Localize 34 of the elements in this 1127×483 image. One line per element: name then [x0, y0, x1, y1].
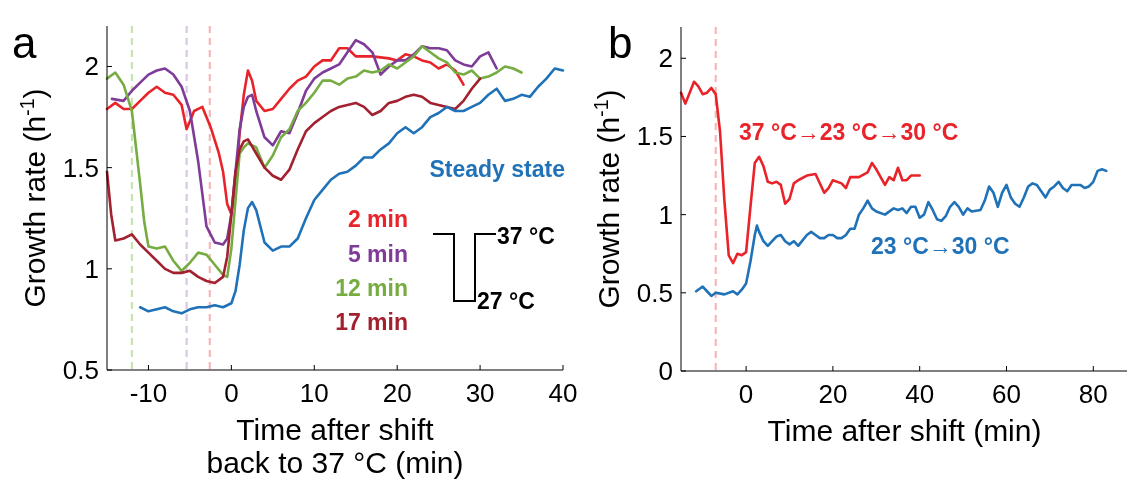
chart-title: a	[12, 18, 37, 67]
text: 17 min	[335, 309, 408, 335]
x-tick-label: 0	[738, 379, 754, 409]
y-tick-label: 2	[658, 43, 673, 74]
y-tick-label: 2	[84, 51, 99, 82]
y-tick-label: 1.5	[62, 152, 99, 183]
x-tick-label: -10	[129, 378, 168, 408]
y-tick-label: 0	[658, 356, 673, 386]
series-label: 37 °C→23 °C→30 °C	[739, 119, 959, 145]
y-tick-label: 1.5	[636, 121, 673, 152]
x-axis-title: Time after shift back to 37 °C (min)	[206, 413, 464, 479]
x-tick-label: 20	[818, 379, 848, 409]
text: 5 min	[347, 241, 408, 267]
annotation: 27 °C	[477, 288, 535, 314]
text: 2 min	[347, 206, 408, 232]
annotation: 37 °C	[497, 223, 555, 249]
y-tick-label: 1	[658, 199, 673, 230]
x-tick-label: 40	[548, 378, 578, 408]
series-label: 23 °C→30 °C	[871, 233, 1010, 259]
x-axis-title: Time after shift (min)	[767, 414, 1042, 447]
x-tick-label: 40	[905, 379, 935, 409]
series-label: Steady state	[429, 156, 565, 182]
y-tick-label: 1	[84, 253, 99, 284]
chart-title: b	[608, 18, 633, 67]
x-tick-label: 20	[382, 378, 412, 408]
y-tick-label: 0.5	[62, 355, 99, 385]
line-series	[694, 167, 1108, 298]
text: 12 min	[335, 275, 408, 301]
x-tick-label: 60	[992, 379, 1021, 409]
y-tick-label: 0.5	[636, 277, 673, 308]
x-tick-label: 10	[299, 378, 329, 408]
x-tick-label: 80	[1078, 379, 1108, 409]
x-tick-label: 0	[224, 378, 239, 408]
x-tick-label: 30	[465, 378, 495, 408]
